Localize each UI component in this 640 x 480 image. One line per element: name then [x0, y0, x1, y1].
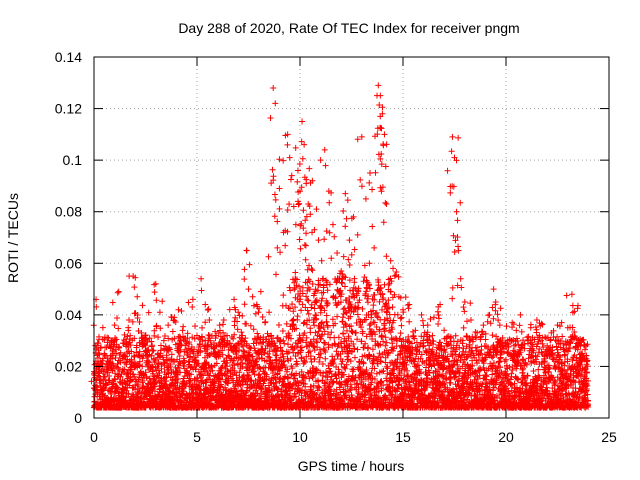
roti-point — [165, 335, 172, 342]
roti-point — [115, 325, 122, 332]
chart-title: Day 288 of 2020, Rate Of TEC Index for r… — [178, 20, 519, 36]
roti-point — [180, 362, 187, 369]
roti-point — [111, 375, 118, 382]
roti-point — [103, 344, 110, 351]
roti-point — [117, 373, 124, 380]
roti-point — [135, 361, 142, 368]
roti-point — [130, 371, 137, 378]
roti-point — [156, 370, 163, 377]
roti-point — [117, 349, 124, 356]
roti-point — [163, 373, 170, 380]
roti-point — [131, 353, 138, 360]
roti-point — [153, 297, 160, 304]
roti-point — [155, 334, 162, 341]
roti-point — [129, 391, 136, 398]
roti-point — [127, 342, 134, 349]
roti-point — [156, 392, 163, 399]
roti-point — [126, 377, 133, 384]
roti-point — [177, 346, 184, 353]
roti-point — [99, 324, 106, 331]
roti-point — [131, 352, 138, 359]
roti-point — [107, 344, 114, 351]
roti-point — [112, 354, 119, 361]
roti-point — [102, 382, 109, 389]
roti-point — [110, 380, 117, 387]
roti-point — [131, 335, 138, 342]
roti-point — [180, 323, 187, 330]
roti-point — [104, 339, 111, 346]
roti-point — [95, 350, 102, 357]
roti-point — [148, 338, 155, 345]
roti-point — [145, 309, 152, 316]
roti-point — [158, 365, 165, 372]
roti-point — [116, 344, 123, 351]
roti-point — [176, 365, 183, 372]
roti-point — [175, 376, 182, 383]
roti-point — [156, 388, 163, 395]
roti-point — [128, 348, 135, 355]
roti-point — [145, 346, 152, 353]
roti-point — [151, 332, 158, 339]
roti-point — [167, 363, 174, 370]
roti-point — [136, 348, 143, 355]
roti-point — [121, 331, 128, 338]
roti-point — [166, 345, 173, 352]
roti-point — [148, 352, 155, 359]
roti-point — [163, 352, 170, 359]
roti-point — [122, 394, 129, 401]
roti-point — [127, 332, 134, 339]
roti-point — [173, 391, 180, 398]
roti-point — [125, 327, 132, 334]
roti-point — [178, 341, 185, 348]
roti-point — [161, 333, 168, 340]
roti-point — [129, 318, 136, 325]
roti-point — [139, 302, 146, 309]
roti-point — [146, 359, 153, 366]
roti-point — [171, 358, 178, 365]
roti-point — [94, 384, 101, 391]
roti-point — [139, 378, 146, 385]
roti-point — [149, 347, 156, 354]
roti-point — [112, 376, 119, 383]
roti-point — [159, 298, 166, 305]
roti-point — [152, 388, 159, 395]
roti-point — [109, 299, 116, 306]
roti-point — [181, 359, 188, 366]
roti-point — [136, 358, 143, 365]
roti-point — [178, 307, 185, 314]
roti-point — [161, 359, 168, 366]
roti-point — [95, 333, 102, 340]
roti-point — [158, 342, 165, 349]
roti-point — [94, 354, 101, 361]
roti-point — [143, 373, 150, 380]
roti-point — [150, 347, 157, 354]
data-points — [88, 82, 592, 411]
roti-point — [117, 359, 124, 366]
roti-point — [131, 284, 138, 291]
roti-point — [125, 390, 132, 397]
roti-point — [131, 373, 138, 380]
roti-point — [114, 289, 121, 296]
roti-point — [104, 369, 111, 376]
roti-point — [106, 358, 113, 365]
roti-point — [96, 351, 103, 358]
roti-point — [133, 342, 140, 349]
roti-point — [157, 325, 164, 332]
roti-point — [114, 386, 121, 393]
roti-point — [160, 337, 167, 344]
roti-point — [168, 351, 175, 358]
roti-point — [177, 342, 184, 349]
roti-point — [177, 369, 184, 376]
roti-point — [149, 342, 156, 349]
roti-point — [106, 377, 113, 384]
roti-point — [142, 369, 149, 376]
roti-point — [151, 327, 158, 334]
roti-point — [100, 355, 107, 362]
roti-point — [166, 346, 173, 353]
roti-point — [144, 338, 151, 345]
roti-point — [121, 366, 128, 373]
roti-point — [112, 370, 119, 377]
